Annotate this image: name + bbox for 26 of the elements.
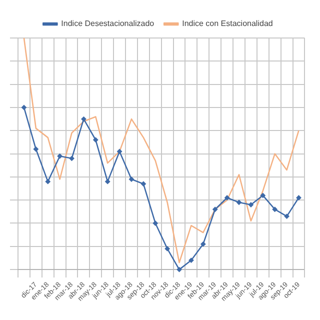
point [164,246,170,252]
point [200,242,206,247]
point [45,179,50,184]
point [188,258,194,263]
point [33,146,38,152]
point [117,149,122,154]
point [212,206,218,212]
point [69,156,74,161]
point [105,179,110,184]
point [248,202,254,208]
point [272,206,278,212]
point [81,116,86,122]
point [284,214,290,219]
legend-label: Indice con Estacionalidad [182,19,273,28]
point [57,154,62,159]
point [176,267,182,272]
point [93,137,98,142]
legend-label: Indice Desestacionalizado [61,19,155,28]
point [152,220,158,226]
point [224,195,230,200]
point [296,195,302,200]
point [236,200,242,205]
point [140,181,146,186]
point [260,193,266,198]
point [22,105,26,110]
point [129,176,134,182]
